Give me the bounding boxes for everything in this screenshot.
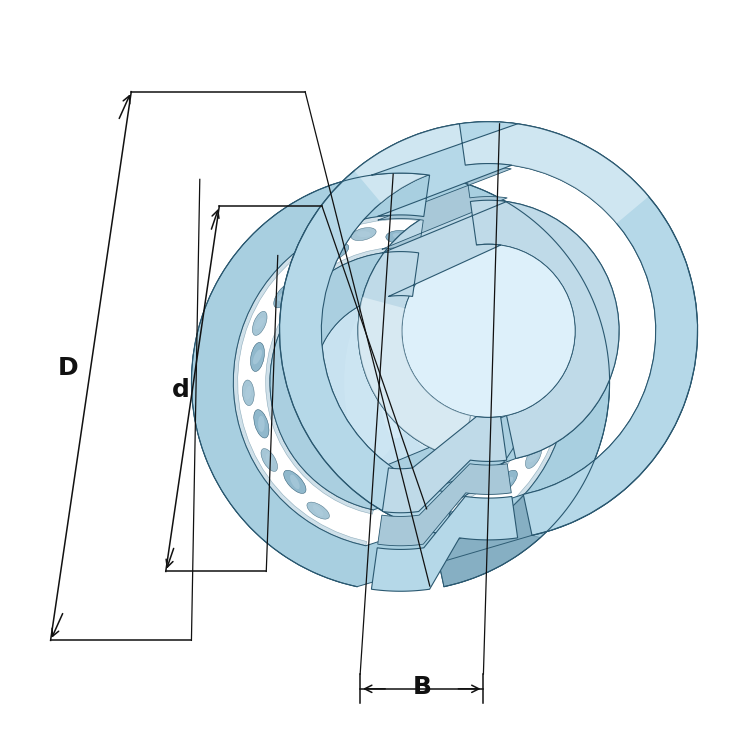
Polygon shape [358,201,619,459]
Polygon shape [371,122,517,217]
Polygon shape [192,173,609,587]
Ellipse shape [402,244,575,417]
Ellipse shape [537,313,543,327]
Ellipse shape [436,511,465,527]
Text: D: D [58,356,79,379]
Ellipse shape [284,470,306,493]
Ellipse shape [392,233,409,241]
Ellipse shape [356,232,370,237]
Polygon shape [222,204,578,556]
Ellipse shape [322,243,349,261]
Polygon shape [192,122,698,587]
Ellipse shape [492,258,502,270]
Polygon shape [378,464,512,546]
Ellipse shape [290,475,300,489]
Polygon shape [266,173,505,232]
Polygon shape [229,211,572,550]
Ellipse shape [459,246,472,258]
Ellipse shape [547,376,559,402]
Polygon shape [435,455,628,587]
Polygon shape [354,122,649,223]
Ellipse shape [254,409,269,438]
Ellipse shape [258,416,265,432]
Ellipse shape [534,417,545,431]
Polygon shape [279,122,698,535]
Polygon shape [265,248,535,514]
Ellipse shape [273,283,294,308]
Ellipse shape [266,453,273,467]
Ellipse shape [313,505,323,516]
Ellipse shape [251,343,265,371]
Ellipse shape [452,243,479,261]
Ellipse shape [386,230,415,243]
Ellipse shape [327,248,343,256]
Ellipse shape [261,448,278,471]
Ellipse shape [532,409,548,438]
Polygon shape [270,201,619,510]
Ellipse shape [405,326,448,447]
Ellipse shape [540,349,547,365]
Text: B: B [412,675,431,699]
Ellipse shape [307,502,329,519]
Ellipse shape [499,477,513,487]
Ellipse shape [243,380,254,406]
Polygon shape [270,252,531,510]
Ellipse shape [550,382,556,396]
Ellipse shape [253,350,262,365]
Polygon shape [371,496,517,591]
Polygon shape [378,168,512,249]
Ellipse shape [421,227,447,240]
Ellipse shape [479,505,492,512]
Ellipse shape [314,295,487,469]
Ellipse shape [379,309,414,439]
Ellipse shape [344,304,405,460]
Ellipse shape [537,343,551,371]
Polygon shape [270,390,393,512]
Ellipse shape [487,255,508,273]
Ellipse shape [295,262,307,270]
Ellipse shape [252,312,267,335]
Ellipse shape [513,288,521,303]
Ellipse shape [255,318,265,329]
Polygon shape [382,200,506,296]
Ellipse shape [475,500,497,517]
Ellipse shape [277,290,290,301]
Ellipse shape [351,228,376,240]
Ellipse shape [526,445,542,468]
Text: d: d [171,378,190,401]
Ellipse shape [290,257,312,276]
Ellipse shape [442,515,458,522]
Ellipse shape [428,229,440,237]
Polygon shape [382,417,506,513]
Polygon shape [358,297,473,459]
Ellipse shape [495,470,517,493]
Ellipse shape [245,386,251,400]
Ellipse shape [532,308,548,332]
Ellipse shape [528,451,539,462]
Ellipse shape [507,283,527,308]
